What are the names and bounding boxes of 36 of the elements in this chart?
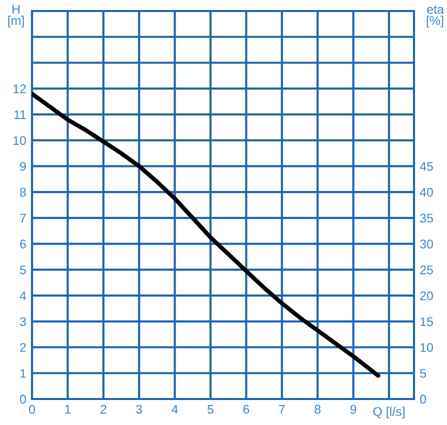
y2-axis-title: eta [%] xyxy=(426,6,444,28)
y-tick-label: 10 xyxy=(13,136,26,145)
y2-tick-label: 15 xyxy=(420,317,433,326)
y2-tick-label: 25 xyxy=(420,265,433,274)
x-tick-label: 4 xyxy=(172,405,178,414)
y-tick-label: 4 xyxy=(20,291,26,300)
x-tick-label: 0 xyxy=(29,404,35,414)
y-tick-label: 0 xyxy=(20,394,26,404)
y-tick-label: 2 xyxy=(20,343,26,352)
x-tick-label: 8 xyxy=(314,404,321,414)
x-tick-label: 9 xyxy=(350,404,356,414)
x-tick-label: 6 xyxy=(243,404,250,414)
x-tick-label: 7 xyxy=(279,405,285,414)
y-tick-label: 7 xyxy=(20,214,26,222)
x-tick-label: 5 xyxy=(208,405,214,414)
x-axis-title: Q [l/s] xyxy=(373,406,404,418)
y-tick-label: 6 xyxy=(20,240,26,248)
y2-tick-label: 45 xyxy=(420,162,433,171)
y-tick-label: 11 xyxy=(14,110,26,119)
y-tick-label: 3 xyxy=(20,317,26,326)
y2-tick-label: 30 xyxy=(420,240,433,248)
y2-tick-label: 20 xyxy=(420,291,433,300)
y2-tick-label: 35 xyxy=(420,214,433,223)
y-tick-label: 12 xyxy=(13,84,26,94)
y-tick-label: 9 xyxy=(20,162,26,171)
y-tick-label: 1 xyxy=(20,369,26,378)
y2-tick-label: 10 xyxy=(420,343,433,352)
y-tick-label: 8 xyxy=(20,188,26,197)
y2-tick-label: 40 xyxy=(420,188,433,197)
y-tick-label: 5 xyxy=(20,266,26,274)
y-axis-title: H [m] xyxy=(8,5,24,28)
x-tick-label: 1 xyxy=(65,405,71,414)
y2-tick-label: 0 xyxy=(420,394,426,404)
x-tick-label: 2 xyxy=(100,404,106,414)
x-tick-label: 3 xyxy=(136,404,142,414)
y2-tick-label: 5 xyxy=(420,369,426,378)
